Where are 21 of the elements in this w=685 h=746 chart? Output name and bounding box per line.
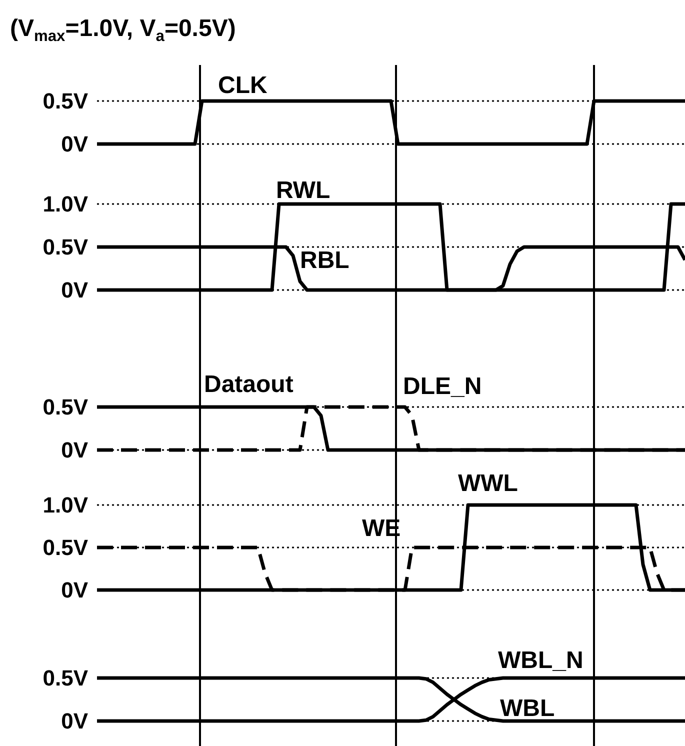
series-label: WBL (500, 695, 555, 722)
y-tick-label: 0V (61, 132, 88, 157)
y-tick-label: 0.5V (42, 88, 88, 114)
y-tick-label: 0V (61, 438, 88, 463)
y-tick-label: 0.5V (42, 234, 88, 260)
series-label: WBL_N (498, 647, 584, 674)
y-tick-label: 1.0V (42, 492, 88, 518)
series-label: RWL (276, 177, 330, 204)
y-tick-label: 0V (61, 578, 88, 603)
series-label: WWL (458, 470, 518, 497)
y-tick-label: 1.0V (42, 192, 88, 217)
chart-title: (V$_{max}$=1.0V, V$_{a}$=0.5V) (10, 15, 236, 45)
series-label: DLE_N (403, 373, 482, 400)
series-label: CLK (218, 72, 268, 99)
y-tick-label: 0V (61, 278, 88, 303)
y-tick-label: 0.5V (42, 666, 88, 691)
y-tick-label: 0V (61, 708, 88, 734)
series-label: RBL (300, 247, 350, 274)
y-tick-label: 0.5V (42, 394, 88, 420)
series-label: Dataout (204, 371, 294, 398)
y-tick-label: 0.5V (42, 535, 88, 560)
